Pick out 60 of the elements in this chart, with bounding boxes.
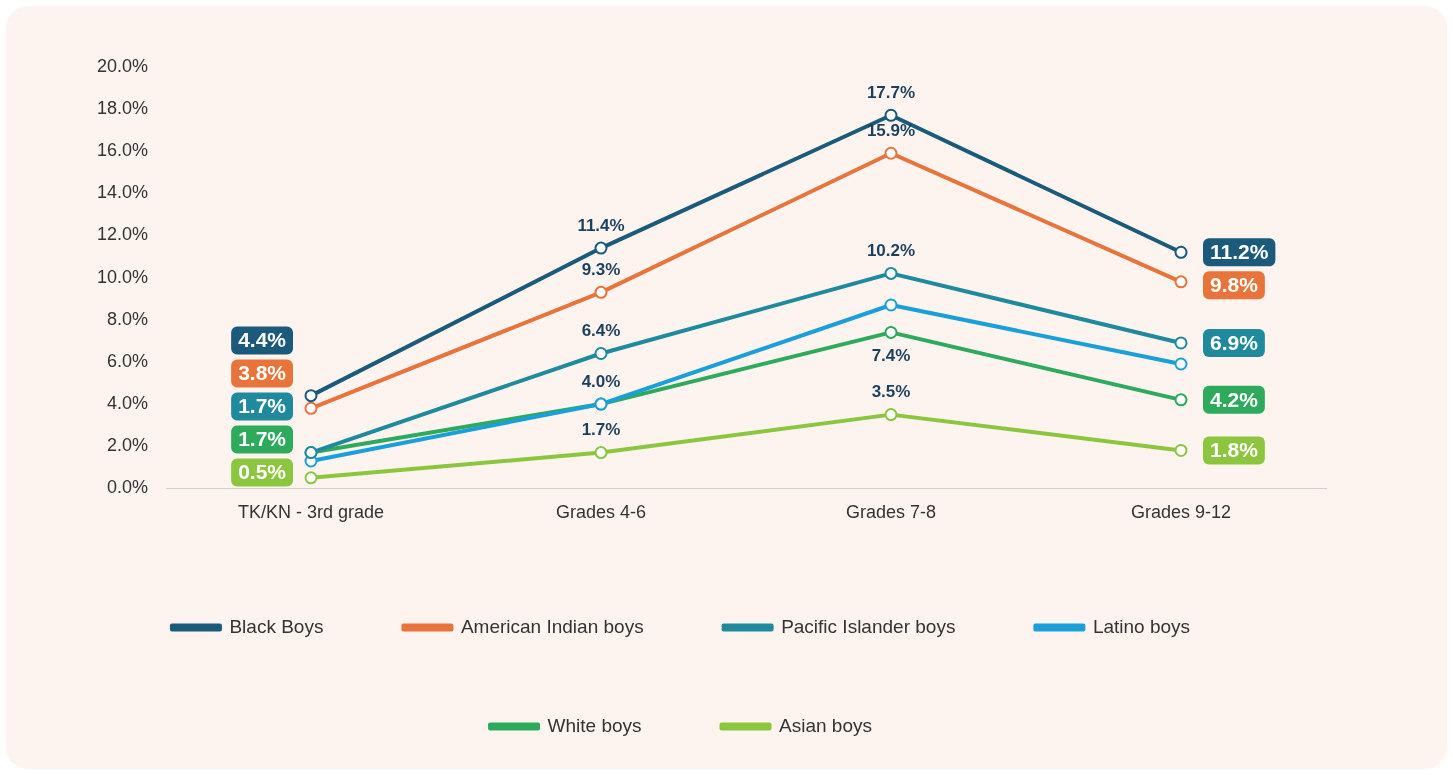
data-label: 9.8% bbox=[1210, 273, 1259, 297]
data-label: 6.9% bbox=[1210, 330, 1259, 354]
data-label: 11.4% bbox=[577, 215, 625, 235]
y-tick-label: 18.0% bbox=[96, 97, 148, 118]
x-tick-label: Grades 7-8 bbox=[845, 502, 937, 523]
y-tick-label: 2.0% bbox=[106, 435, 148, 456]
data-label: 1.7% bbox=[581, 420, 621, 440]
y-tick-label: 16.0% bbox=[96, 140, 148, 161]
y-tick-label: 4.0% bbox=[106, 393, 148, 414]
data-label: 15.9% bbox=[866, 120, 916, 140]
x-tick-label: TK/KN - 3rd grade bbox=[237, 502, 385, 523]
x-tick-label: Grades 9-12 bbox=[1130, 502, 1232, 523]
legend-label: Latino boys bbox=[1092, 615, 1191, 637]
point bbox=[594, 446, 608, 460]
data-label: 9.3% bbox=[581, 260, 621, 280]
y-tick-label: 0.0% bbox=[106, 477, 148, 498]
legend-label: Asian boys bbox=[779, 714, 872, 736]
legend-label: White boys bbox=[547, 714, 642, 736]
x-tick-label: Grades 4-6 bbox=[555, 502, 647, 523]
data-label: 4.4% bbox=[238, 328, 287, 352]
point bbox=[1174, 275, 1188, 289]
y-tick-label: 12.0% bbox=[96, 224, 148, 245]
point bbox=[884, 146, 898, 160]
data-label: 3.5% bbox=[871, 382, 911, 402]
data-label: 4.0% bbox=[581, 371, 621, 391]
y-tick-label: 6.0% bbox=[106, 350, 148, 371]
point bbox=[594, 346, 608, 360]
data-label: 1.7% bbox=[238, 394, 287, 418]
data-label: 17.7% bbox=[866, 82, 916, 102]
point bbox=[884, 108, 898, 122]
data-label: 10.2% bbox=[866, 241, 916, 261]
point bbox=[594, 241, 608, 255]
point bbox=[304, 389, 318, 403]
point bbox=[1174, 443, 1188, 457]
point bbox=[1174, 357, 1188, 371]
data-label: 11.2% bbox=[1210, 240, 1269, 264]
point bbox=[884, 325, 898, 339]
data-label: 6.4% bbox=[581, 321, 621, 341]
data-label: 3.8% bbox=[238, 361, 287, 385]
legend-label: Black Boys bbox=[229, 615, 324, 637]
point bbox=[594, 285, 608, 299]
point bbox=[1174, 336, 1188, 350]
y-tick-label: 10.0% bbox=[96, 266, 148, 287]
point bbox=[1174, 245, 1188, 259]
point bbox=[884, 408, 898, 422]
y-tick-label: 14.0% bbox=[96, 182, 148, 203]
legend-label: Pacific Islander boys bbox=[781, 615, 956, 637]
data-label: 4.2% bbox=[1210, 387, 1259, 411]
data-label: 0.5% bbox=[238, 460, 287, 484]
data-label: 1.8% bbox=[1210, 438, 1259, 462]
legend-label: American Indian boys bbox=[460, 615, 644, 637]
data-label: 1.7% bbox=[238, 427, 287, 451]
point bbox=[304, 401, 318, 415]
data-label: 7.4% bbox=[871, 346, 911, 366]
y-tick-label: 20.0% bbox=[96, 55, 148, 76]
point bbox=[884, 298, 898, 312]
point bbox=[884, 266, 898, 280]
y-tick-label: 8.0% bbox=[106, 308, 148, 329]
point bbox=[1174, 393, 1188, 407]
point bbox=[304, 471, 318, 485]
